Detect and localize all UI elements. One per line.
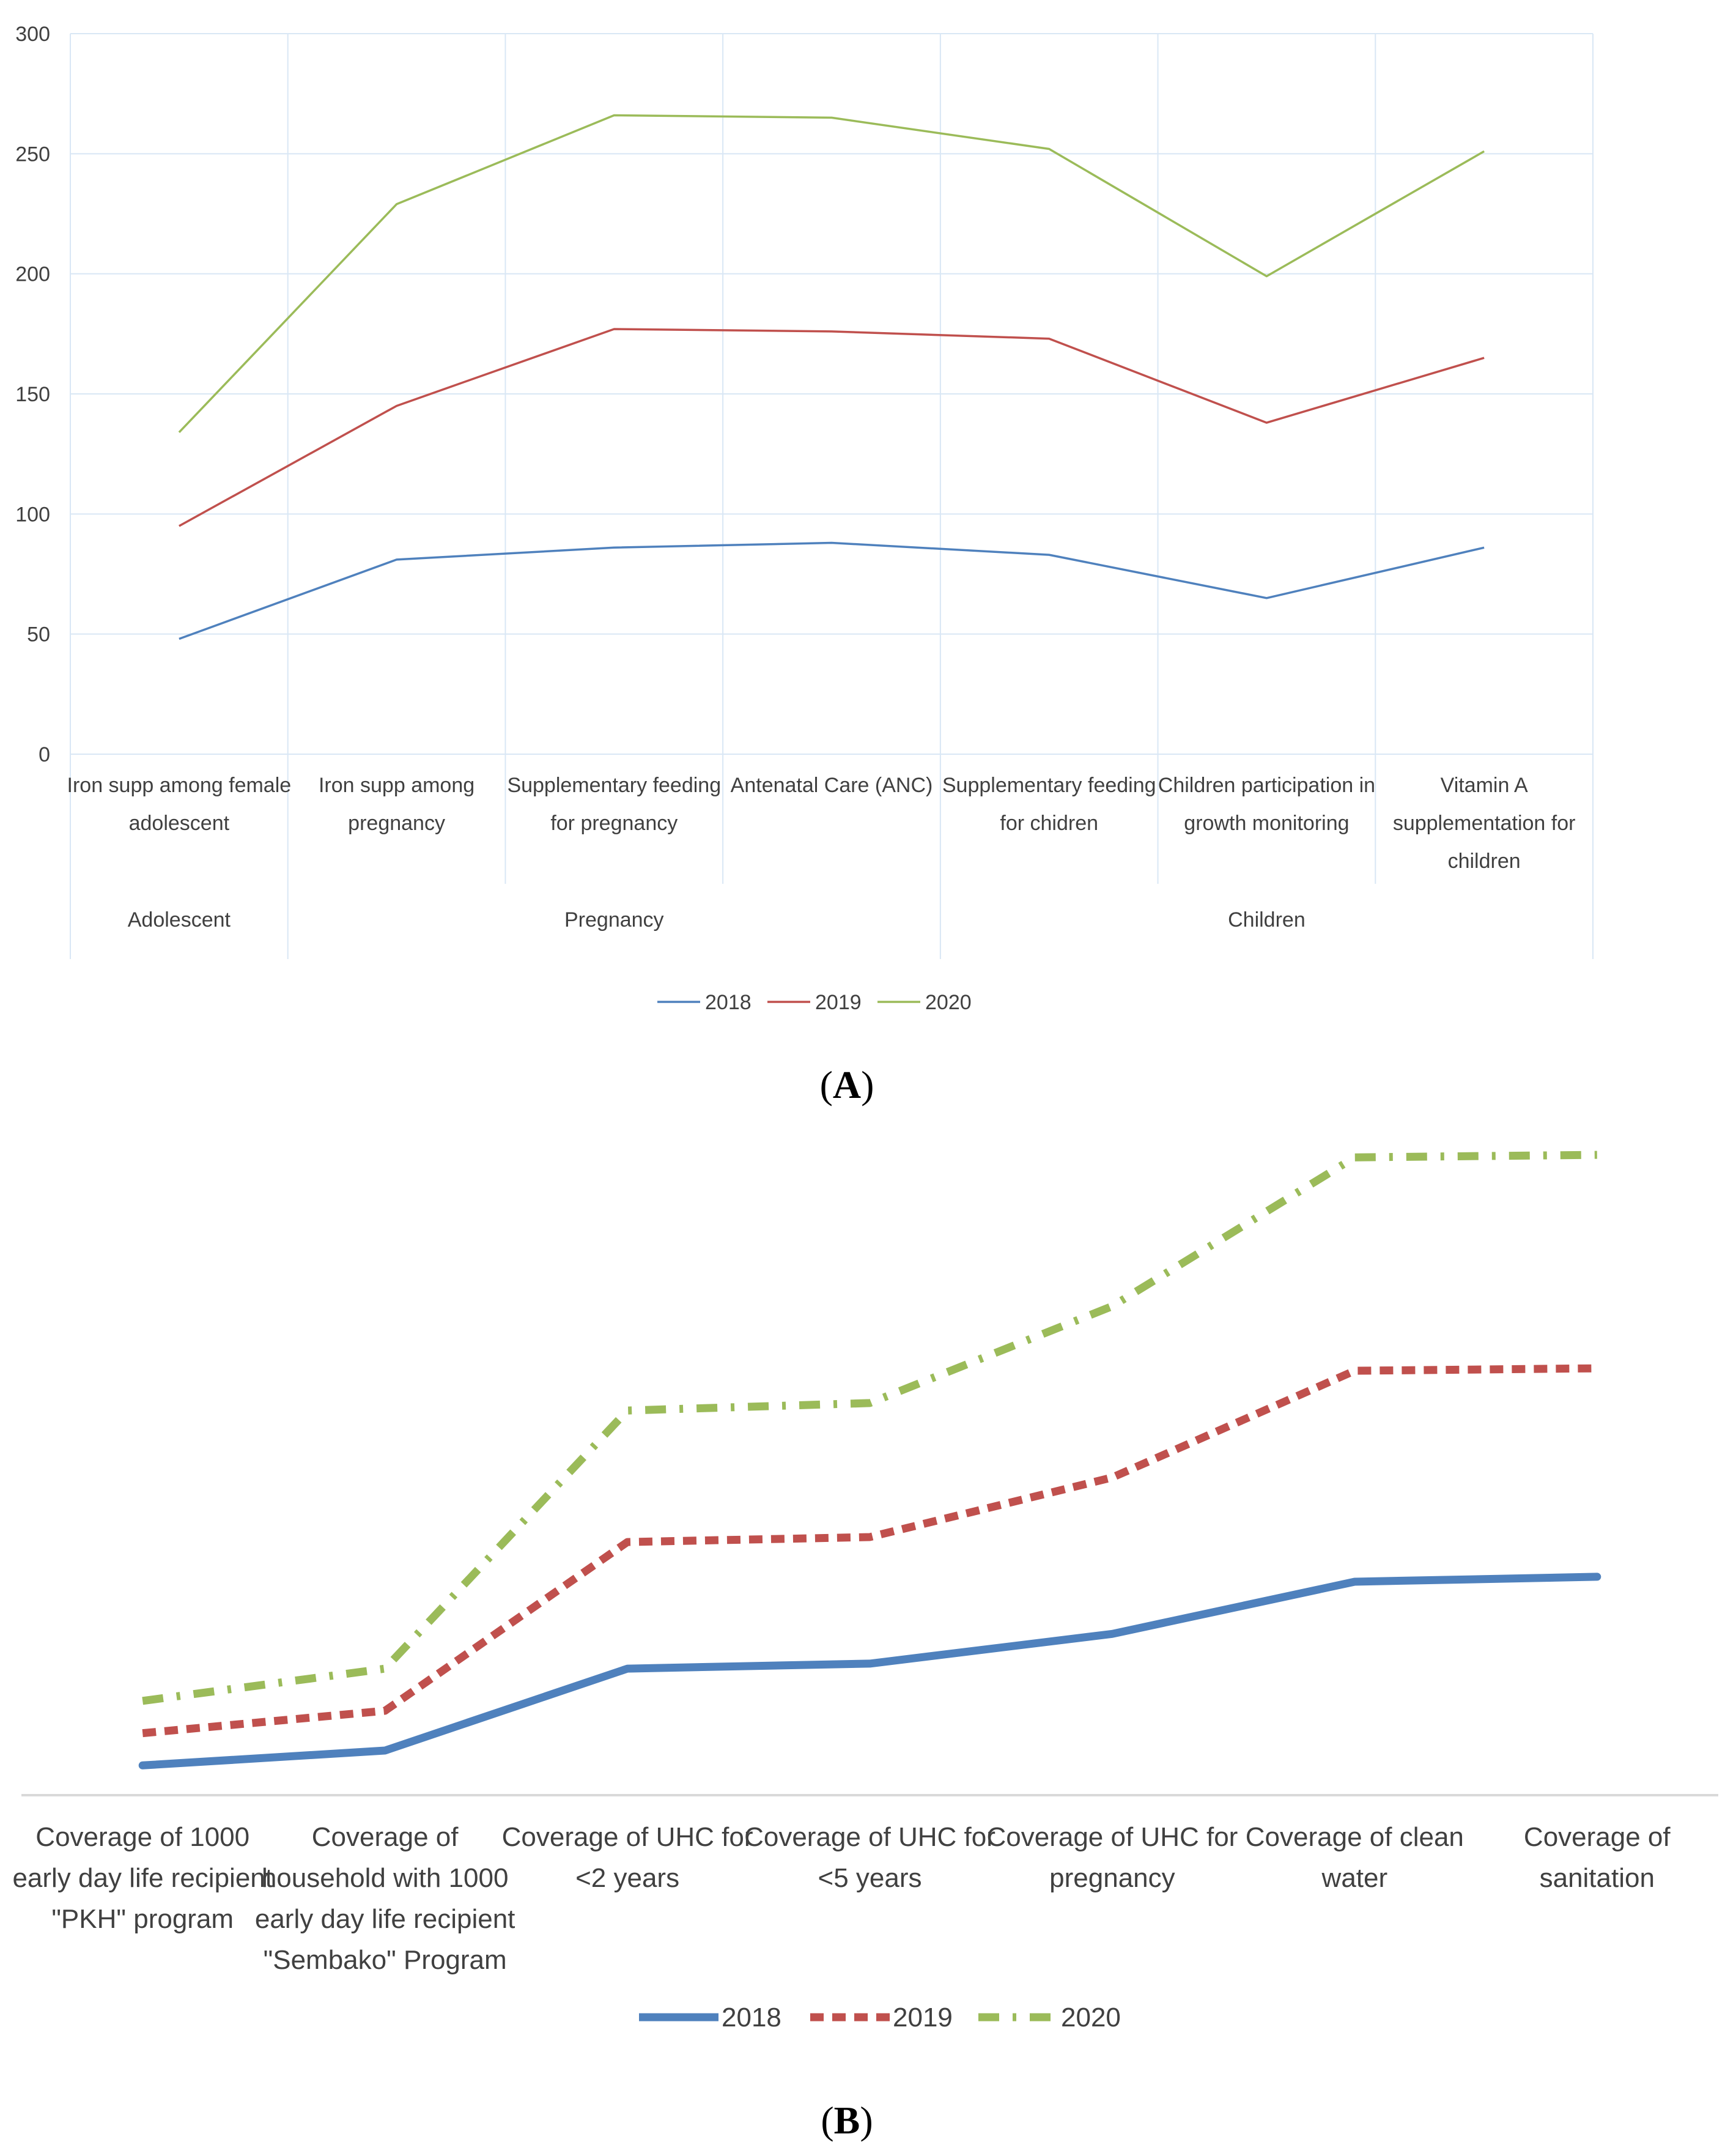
panel-b-category-label: Coverage of UHC for <5 years: [744, 1822, 995, 1893]
panel-a-category-label-line: adolescent: [129, 812, 230, 835]
panel-b-category-label-line: <5 years: [818, 1863, 922, 1893]
panel-b-category-label-line: "Sembako" Program: [264, 1945, 507, 1975]
panel-a-category-label-line: growth monitoring: [1184, 812, 1349, 835]
panel-a-category-label: Iron supp among pregnancy: [319, 774, 475, 835]
panel-b-legend: 2018 2019 2020: [639, 2003, 1121, 2033]
panel-b-category-label-line: Coverage of UHC for: [744, 1822, 995, 1852]
panel-a-legend-label-2019: 2019: [815, 991, 862, 1014]
panel-b-category-label: Coverage of UHC for <2 years: [502, 1822, 753, 1893]
panel-b-category-label-line: early day life recipient: [12, 1863, 273, 1893]
panel-a-category-label-line: Supplementary feeding: [942, 774, 1156, 797]
panel-a-legend-label-2020: 2020: [925, 991, 972, 1014]
panel-a-category-label-line: supplementation for: [1393, 812, 1576, 835]
panel-a-category-label: Vitamin A supplementation for children: [1393, 774, 1576, 873]
panel-a-y-tick-label: 200: [15, 263, 50, 286]
panel-a-group-label-pregnancy: Pregnancy: [564, 908, 664, 932]
panel-b-category-label: Coverage of 1000 early day life recipient…: [12, 1822, 273, 1934]
panel-a-y-tick-label: 50: [27, 623, 50, 647]
panel-b-category-label-line: Coverage of: [1524, 1822, 1671, 1852]
panel-a-series-lines: [178, 114, 1485, 640]
panel-a-category-label-line: for pregnancy: [550, 812, 678, 835]
panel-a-gridlines: [70, 33, 1594, 959]
panel-a-category-label: Children participation in growth monitori…: [1158, 774, 1375, 835]
panel-b-category-label-line: Coverage of: [312, 1822, 459, 1852]
panel-a-category-label-line: Supplementary feeding: [507, 774, 721, 797]
panel-b-category-label: Coverage of clean water: [1246, 1822, 1464, 1893]
panel-a-group-label-adolescent: Adolescent: [128, 908, 231, 932]
panel-b-category-label-line: pregnancy: [1049, 1863, 1175, 1893]
panel-a-y-tick-label: 300: [15, 23, 50, 46]
panel-b-category-label: Coverage of household with 1000 early day …: [255, 1822, 515, 1975]
panel-b-category-label-line: Coverage of 1000: [35, 1822, 249, 1852]
panel-a-category-label-line: Iron supp among female: [67, 774, 292, 797]
panel-a-label: (A): [820, 1063, 874, 1106]
panel-a-group-label-children: Children: [1228, 908, 1306, 932]
panel-a-category-label-line: Iron supp among: [319, 774, 475, 797]
panel-b-category-label-line: <2 years: [575, 1863, 679, 1893]
panel-b-category-label-line: water: [1321, 1863, 1388, 1893]
panel-a-category-label-line: for chidren: [1000, 812, 1098, 835]
panel-b-category-label: Coverage of UHC for pregnancy: [987, 1822, 1238, 1893]
panel-b-category-label: Coverage of sanitation: [1524, 1822, 1671, 1893]
panel-a-category-label-line: Children participation in: [1158, 774, 1375, 797]
panel-a-category-label-line: Antenatal Care (ANC): [731, 774, 933, 797]
panel-b-category-label-line: household with 1000: [262, 1863, 509, 1893]
panel-a-category-label: Supplementary feeding for chidren: [942, 774, 1156, 835]
panel-a-y-tick-label: 250: [15, 143, 50, 166]
panel-a-category-label: Antenatal Care (ANC): [731, 774, 933, 797]
panel-a-legend-label-2018: 2018: [705, 991, 752, 1014]
panel-b-legend-label-2020: 2020: [1061, 2003, 1121, 2033]
panel-a-category-label: Iron supp among female adolescent: [67, 774, 292, 835]
panel-b-series-2020-line: [142, 1151, 1597, 1705]
panel-b-chart: Coverage of 1000 early day life recipient…: [12, 1151, 1718, 2033]
panel-a-y-tick-labels: 0 50 100 150 200 250 300: [15, 23, 50, 766]
panel-a-y-tick-label: 100: [15, 503, 50, 526]
panel-b-legend-label-2018: 2018: [722, 2003, 781, 2033]
panel-a-series-2020-line: [178, 114, 1485, 434]
panel-b-category-label-line: sanitation: [1540, 1863, 1655, 1893]
panel-a-category-label: Supplementary feeding for pregnancy: [507, 774, 721, 835]
panel-a-y-tick-label: 0: [39, 743, 50, 766]
panel-b-category-label-line: "PKH" program: [51, 1904, 234, 1934]
panel-a-category-label-line: Vitamin A: [1441, 774, 1528, 797]
panel-b-series-lines: [138, 1151, 1601, 1769]
panel-b-label: (B): [821, 2099, 873, 2142]
panel-a-y-tick-label: 150: [15, 383, 50, 406]
panel-a-legend: 2018 2019 2020: [657, 991, 972, 1014]
panel-b-category-labels: Coverage of 1000 early day life recipient…: [12, 1822, 1671, 1975]
panel-a-chart: 0 50 100 150 200 250 300 Iron supp among femal…: [15, 23, 1594, 1014]
panel-b-category-label-line: Coverage of UHC for: [987, 1822, 1238, 1852]
panel-a-group-labels: Adolescent Pregnancy Children: [128, 908, 1306, 932]
panel-a-category-label-line: pregnancy: [348, 812, 445, 835]
panel-b-legend-label-2019: 2019: [893, 2003, 953, 2033]
panel-a-category-label-line: children: [1448, 850, 1521, 873]
panel-b-category-label-line: Coverage of clean: [1246, 1822, 1464, 1852]
panel-b-category-label-line: early day life recipient: [255, 1904, 515, 1934]
panel-b-series-2018-line: [138, 1573, 1601, 1769]
panel-b-category-label-line: Coverage of UHC for: [502, 1822, 753, 1852]
panel-a-series-2018-line: [179, 541, 1485, 640]
